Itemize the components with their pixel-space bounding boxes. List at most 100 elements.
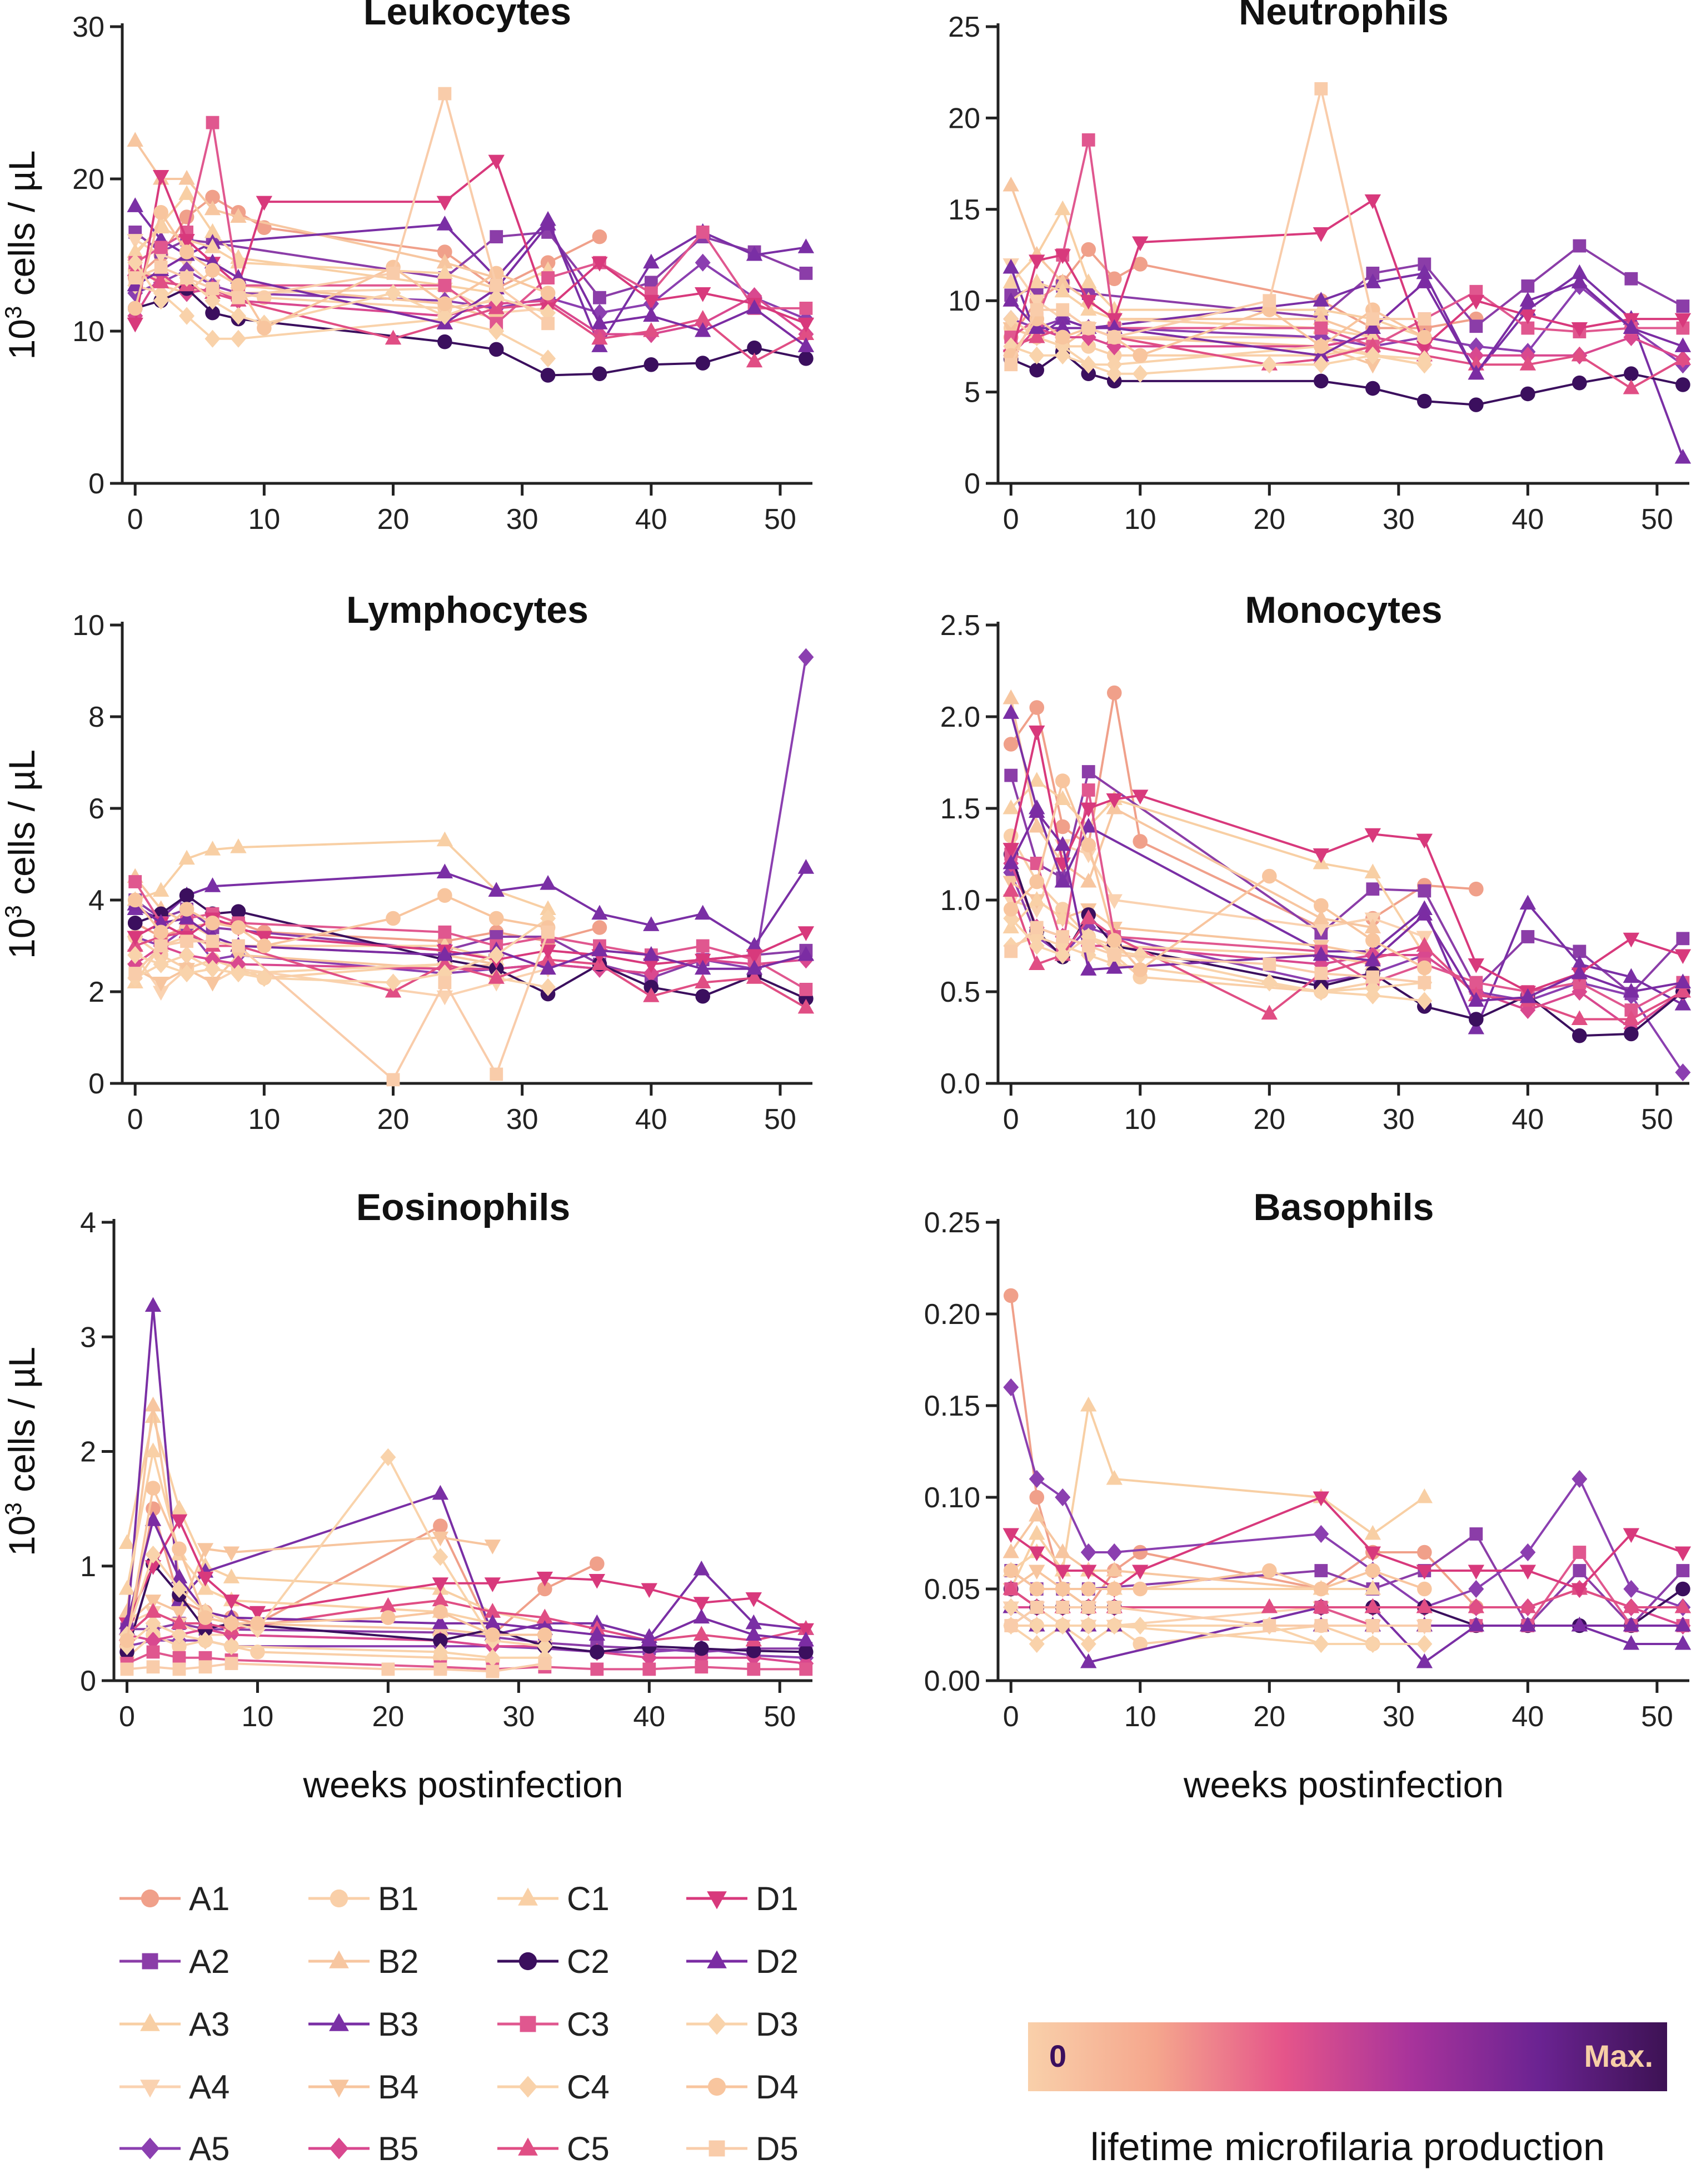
data-point-C2	[540, 368, 556, 383]
data-point-D5	[1263, 1619, 1276, 1632]
data-point-A5	[1675, 1063, 1691, 1082]
data-point-B4	[152, 977, 169, 992]
data-point-B3	[1002, 704, 1019, 719]
series-line-D4	[1010, 1570, 1425, 1590]
data-point-C3	[696, 939, 710, 953]
series-C5	[127, 261, 815, 368]
data-point-D2	[432, 1614, 449, 1630]
data-point-D2	[745, 1626, 762, 1641]
data-point-C5	[536, 1608, 553, 1624]
data-point-A2	[1676, 299, 1690, 313]
series-line-D4	[126, 1487, 545, 1641]
data-point-D3	[256, 969, 272, 987]
series-line-D1	[1010, 199, 1683, 356]
data-point-D5	[180, 934, 193, 948]
data-point-D3	[204, 959, 221, 978]
y-tick-label: 0.10	[924, 1482, 980, 1514]
series-D4	[119, 1481, 552, 1648]
data-point-C3	[1573, 1546, 1587, 1559]
x-tick-label: 40	[633, 1701, 665, 1733]
data-point-C5	[694, 973, 711, 988]
data-point-B3	[1080, 1653, 1097, 1668]
data-point-D5	[386, 266, 400, 280]
x-axis-label: weeks postinfection	[303, 1764, 623, 1805]
legend-item-D1: D1	[686, 1880, 799, 1917]
data-point-C5	[643, 987, 660, 1002]
legend-marker-C4	[518, 2076, 537, 2098]
x-tick-label: 10	[1124, 1701, 1156, 1733]
y-tick-label: 2.0	[940, 701, 980, 733]
data-point-C4	[1106, 356, 1123, 374]
data-point-C2	[644, 979, 659, 995]
x-tick-label: 20	[1253, 1103, 1285, 1136]
data-point-D3	[488, 288, 505, 307]
data-point-D1	[1054, 249, 1071, 264]
data-point-D2	[1674, 337, 1692, 352]
data-point-B1	[1133, 1636, 1148, 1652]
panel-title: Neutrophils	[1239, 0, 1449, 33]
data-point-B3	[488, 882, 505, 897]
x-tick-label: 20	[377, 1103, 410, 1136]
data-point-C4	[1055, 337, 1071, 356]
data-point-D1	[171, 1514, 188, 1530]
data-point-D5	[180, 271, 193, 284]
legend-item-C5: C5	[497, 2130, 610, 2167]
x-tick-label: 50	[764, 1701, 796, 1733]
data-point-B2	[436, 253, 453, 269]
data-point-D4	[257, 321, 272, 336]
data-point-A1	[1469, 881, 1484, 897]
data-point-A1	[1055, 819, 1070, 834]
data-point-C3	[695, 1660, 709, 1674]
legend-item-A2: A2	[119, 1943, 230, 1980]
panel-monocytes: 0.0 0.5 1.0 1.5 2.0 2.5 0 10 20 30 40 50 Monocytes	[940, 589, 1692, 1136]
data-point-A1	[437, 244, 452, 259]
data-point-D1	[1364, 194, 1381, 209]
data-point-D3	[437, 964, 453, 983]
series-line-D5	[127, 1662, 545, 1673]
data-point-A3	[1029, 772, 1045, 787]
data-point-D3	[1261, 973, 1278, 992]
data-point-D1	[1364, 828, 1381, 843]
data-point-C5	[385, 329, 402, 345]
data-point-D3	[153, 292, 169, 310]
data-point-C2	[1469, 1012, 1484, 1027]
data-point-D4	[1417, 1581, 1432, 1597]
data-point-D4	[205, 263, 220, 278]
data-point-B3	[1674, 448, 1692, 464]
data-point-C3	[146, 1645, 160, 1659]
data-point-D3	[1003, 1598, 1019, 1617]
data-point-A4	[1313, 922, 1330, 937]
data-point-D3	[1029, 937, 1045, 955]
data-point-B3	[643, 916, 660, 931]
data-point-A2	[799, 266, 813, 280]
colorbar-min-label: 0	[1049, 2038, 1066, 2073]
series-D5	[128, 87, 555, 331]
series-line-A1	[1010, 1295, 1477, 1608]
series-line-C4	[1010, 936, 1425, 1002]
data-point-D3	[1029, 346, 1045, 364]
data-point-C2	[205, 305, 220, 321]
legend-item-D5: D5	[686, 2130, 799, 2167]
data-point-C1	[1364, 1580, 1381, 1595]
data-point-C3	[154, 241, 168, 254]
data-point-B3	[1674, 1635, 1692, 1650]
series-B3	[1002, 1598, 1692, 1668]
data-point-C2	[1029, 362, 1045, 378]
data-point-D2	[540, 959, 556, 975]
data-point-C4	[540, 349, 556, 368]
data-point-D2	[591, 941, 608, 957]
data-point-D4	[1365, 933, 1380, 948]
y-tick-label: 2	[80, 1436, 96, 1468]
x-tick-label: 10	[248, 1103, 280, 1136]
data-point-C5	[1519, 356, 1537, 371]
data-point-D4	[1055, 329, 1070, 345]
data-point-B5	[145, 1631, 161, 1650]
data-point-C3	[438, 925, 452, 939]
data-point-A3	[1106, 1470, 1123, 1485]
data-point-D3	[230, 964, 246, 983]
x-tick-label: 30	[1383, 503, 1415, 536]
data-point-D2	[152, 914, 169, 929]
data-point-D5	[1056, 1601, 1070, 1614]
data-point-A2	[1676, 1564, 1690, 1577]
data-point-B2	[204, 200, 221, 216]
